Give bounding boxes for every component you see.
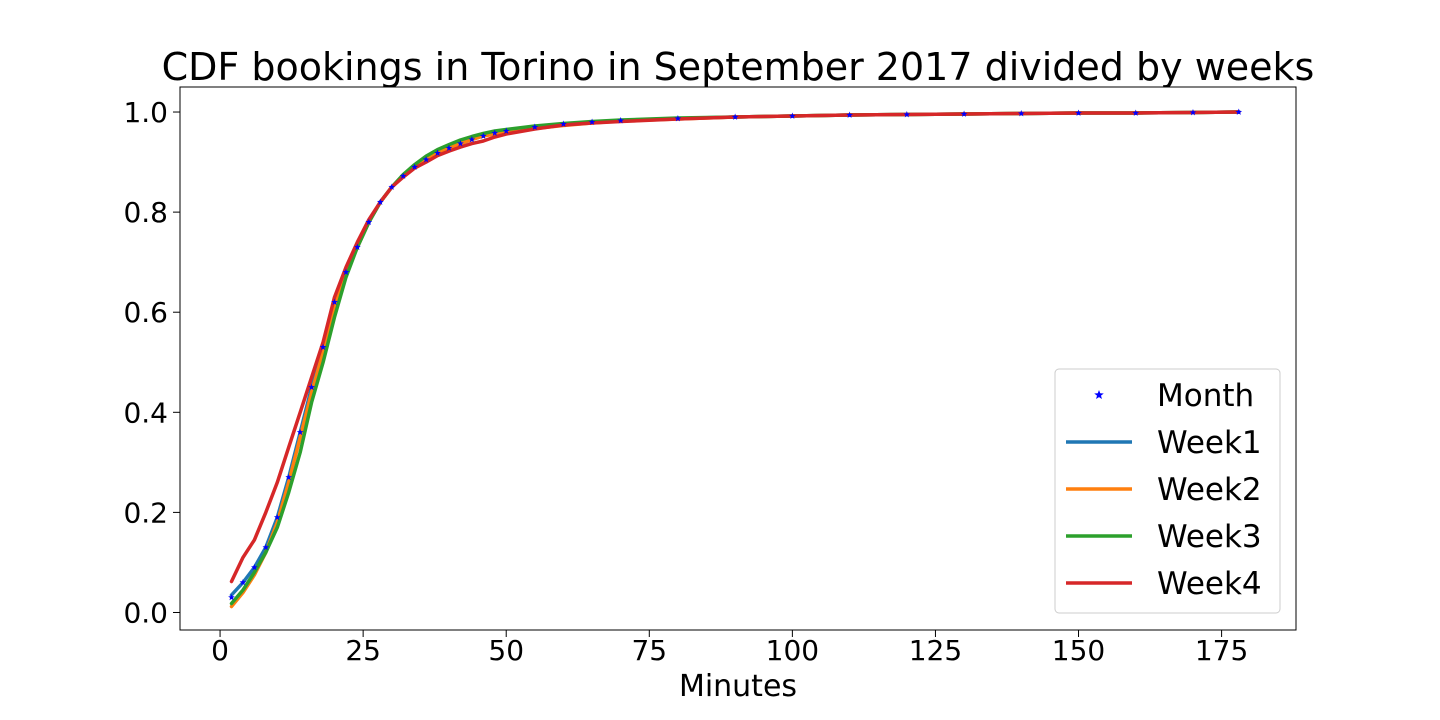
data-point-star	[376, 198, 384, 205]
y-tick-label: 1.0	[123, 96, 168, 129]
legend-marker-month	[1094, 390, 1104, 400]
data-point-star	[354, 243, 361, 250]
legend-label-week2: Week2	[1157, 472, 1262, 508]
y-tick-label: 0.4	[123, 396, 168, 429]
data-point-star	[789, 112, 796, 119]
x-tick-label: 150	[1052, 634, 1105, 667]
data-point-star	[422, 156, 430, 163]
legend: Month Week1 Week2 Week3 Week4	[1054, 368, 1281, 614]
data-point-star	[239, 578, 247, 586]
data-point-star	[399, 172, 407, 179]
data-point-star	[228, 593, 235, 601]
data-point-star	[560, 120, 567, 127]
x-tick-label: 125	[909, 634, 962, 667]
data-point-star	[588, 118, 596, 125]
data-point-star	[960, 110, 968, 117]
legend-box	[1054, 368, 1281, 614]
x-tick-label: 100	[766, 634, 819, 667]
chart-title: CDF bookings in Torino in September 2017…	[162, 45, 1315, 89]
y-axis: 0.0 0.2 0.4 0.6 0.8 1.0	[123, 96, 180, 629]
series-layer	[228, 108, 1243, 609]
legend-label-week3: Week3	[1157, 519, 1262, 555]
data-point-star	[1017, 110, 1025, 117]
x-tick-label: 0	[211, 634, 229, 667]
data-point-star	[1132, 109, 1140, 116]
data-point-star	[674, 115, 682, 122]
data-point-star	[617, 117, 625, 124]
x-tick-label: 50	[488, 634, 524, 667]
legend-label-week1: Week1	[1157, 425, 1262, 461]
data-point-star	[308, 383, 315, 391]
legend-label-week4: Week4	[1157, 566, 1262, 602]
legend-label-month: Month	[1157, 378, 1254, 414]
series-line-week4	[229, 110, 1241, 584]
data-point-star	[903, 111, 911, 118]
x-axis-title: Minutes	[679, 669, 797, 704]
data-point-star	[319, 343, 327, 351]
data-point-star	[285, 473, 293, 481]
data-point-star	[479, 132, 487, 139]
data-point-star	[731, 113, 739, 120]
x-tick-label: 25	[345, 634, 381, 667]
data-point-star	[457, 140, 464, 147]
data-point-star	[846, 111, 853, 118]
data-point-star	[468, 136, 476, 143]
data-point-star	[1235, 108, 1243, 115]
data-point-star	[434, 149, 441, 156]
data-point-star	[1189, 109, 1197, 116]
y-tick-label: 0.0	[123, 596, 168, 629]
data-point-star	[251, 563, 258, 571]
data-point-star	[411, 163, 418, 170]
data-point-star	[273, 513, 281, 521]
y-tick-label: 0.8	[123, 196, 168, 229]
y-tick-label: 0.6	[123, 296, 168, 329]
x-tick-label: 175	[1195, 634, 1248, 667]
series-markers-month	[228, 108, 1243, 601]
data-point-star	[331, 298, 338, 306]
data-point-star	[491, 129, 499, 136]
data-point-star	[502, 127, 510, 134]
data-point-star	[445, 144, 453, 151]
x-axis: 0 25 50 75 100 125 150 175	[211, 630, 1248, 667]
data-point-star	[262, 543, 270, 551]
y-tick-label: 0.2	[123, 496, 168, 529]
data-point-star	[296, 428, 304, 436]
data-point-star	[1075, 109, 1082, 116]
data-point-star	[531, 123, 539, 130]
data-point-star	[388, 183, 396, 190]
x-tick-label: 75	[631, 634, 667, 667]
data-point-star	[365, 218, 373, 225]
data-point-star	[342, 268, 350, 275]
